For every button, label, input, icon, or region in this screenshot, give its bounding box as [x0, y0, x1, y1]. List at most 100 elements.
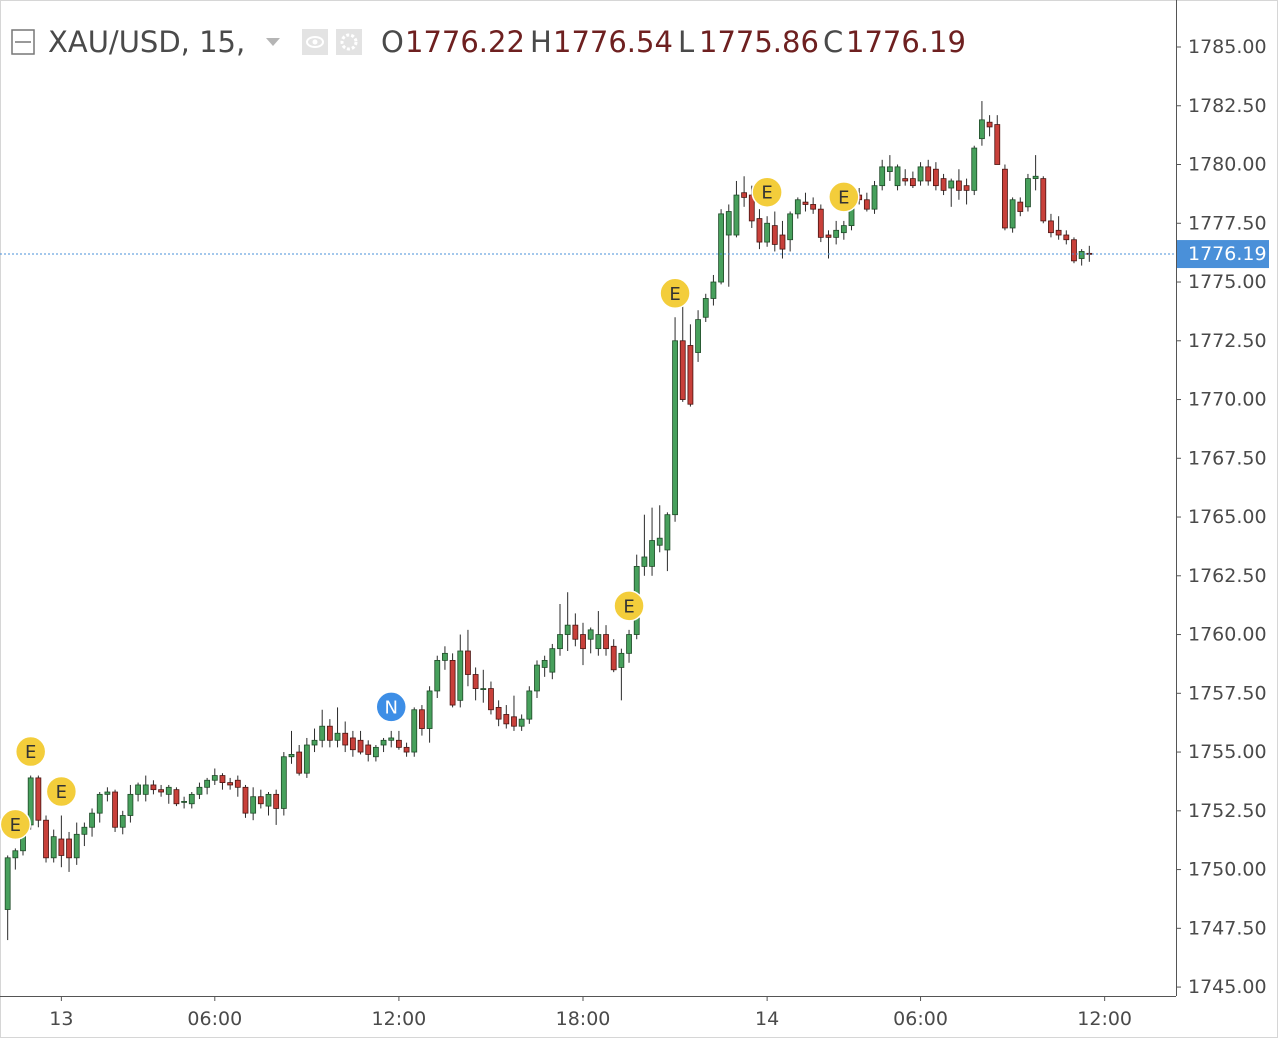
candle-body	[419, 709, 425, 729]
candle-body	[879, 166, 886, 187]
y-tick-label: 1747.50	[1188, 917, 1267, 939]
event-label: E	[56, 782, 67, 803]
candle-body	[457, 650, 464, 701]
candle-body	[434, 659, 441, 692]
candle-body	[894, 166, 901, 187]
candle-body	[1032, 175, 1039, 180]
candle-body	[4, 857, 11, 910]
candle-body	[948, 180, 955, 189]
candle-body	[1078, 251, 1085, 259]
candle-body	[280, 756, 287, 809]
dropdown-caret[interactable]	[266, 38, 280, 46]
y-tick-label: 1777.50	[1188, 212, 1267, 234]
candle-body	[480, 688, 487, 690]
ohlc-label: H	[530, 25, 552, 59]
candle-body	[979, 119, 985, 140]
candle-body	[112, 791, 118, 828]
candle-body	[932, 168, 939, 187]
candle-body	[1025, 178, 1031, 208]
candle-body	[449, 659, 456, 706]
candle-body	[43, 819, 49, 859]
candle-body	[656, 537, 663, 546]
x-tick-label: 18:00	[556, 1008, 611, 1030]
candle-body	[349, 737, 356, 751]
y-tick-label: 1757.50	[1188, 682, 1267, 704]
candle-body	[534, 664, 540, 692]
candle-body	[971, 147, 978, 191]
candle-body	[1009, 199, 1016, 229]
event-marker	[828, 181, 860, 213]
candle-body	[58, 838, 65, 856]
candle-body	[595, 634, 602, 650]
candle-body	[1040, 178, 1047, 222]
candle-body	[580, 634, 586, 650]
candle-body	[994, 124, 1001, 165]
candle-body	[503, 714, 510, 725]
candle-body	[303, 744, 310, 774]
ohlc-label: L	[678, 25, 694, 59]
event-marker	[659, 277, 691, 310]
candle-body	[472, 674, 479, 689]
candle-body	[1048, 220, 1054, 234]
candle-body	[840, 225, 847, 234]
legend-header: XAU/USD, 15, O 1776.22 H 1776.54 L 1775.86 C 17…	[11, 25, 966, 59]
candle-body	[771, 225, 778, 245]
x-tick-label: 12:00	[1077, 1008, 1132, 1030]
candle-body	[334, 732, 341, 741]
y-tick-label: 1770.00	[1188, 389, 1267, 411]
candle-body	[925, 166, 932, 182]
candle-body	[963, 185, 970, 191]
candle-body	[511, 716, 517, 727]
y-tick-label: 1745.00	[1188, 976, 1267, 998]
candle-body	[702, 298, 709, 318]
candle-body	[1071, 239, 1077, 262]
candle-body	[603, 634, 609, 650]
candle-body	[794, 199, 801, 215]
candle-body	[173, 789, 180, 805]
candle-body	[204, 779, 211, 788]
candle-body	[618, 652, 625, 668]
candle-body	[664, 514, 671, 551]
event-marker	[613, 590, 645, 622]
candle-body	[564, 624, 571, 635]
candle-body	[756, 218, 763, 243]
candle-body	[518, 718, 525, 727]
candle-body	[940, 178, 947, 191]
candle-body	[250, 796, 257, 814]
candle-body	[495, 706, 502, 720]
event-label: E	[25, 742, 36, 763]
y-tick-label: 1772.50	[1188, 330, 1267, 352]
candle-body	[12, 850, 19, 859]
candle-body	[403, 746, 410, 753]
event-label: E	[10, 815, 21, 836]
candle-body	[572, 624, 579, 640]
y-tick-label: 1760.00	[1188, 624, 1267, 646]
x-tick-label: 06:00	[187, 1008, 242, 1030]
gear-icon	[340, 33, 358, 51]
symbol-title: XAU/USD, 15,	[48, 25, 245, 59]
candle-body	[311, 739, 318, 746]
last-price-tag	[1177, 240, 1269, 269]
ohlc-value: 1776.54	[553, 25, 673, 59]
candle-body	[649, 540, 655, 567]
candle-body	[817, 208, 824, 238]
candle-body	[196, 786, 203, 795]
candle-body	[833, 229, 840, 238]
settings-button[interactable]	[336, 29, 362, 55]
ohlc-value: 1776.22	[405, 25, 525, 59]
candle-body	[142, 784, 149, 795]
candle-body	[380, 739, 387, 746]
candle-body	[810, 204, 817, 210]
candle-body	[326, 725, 333, 741]
y-tick-label: 1785.00	[1188, 36, 1267, 58]
candle-body	[956, 180, 962, 191]
y-tick-label: 1755.00	[1188, 741, 1267, 763]
candle-body	[50, 836, 57, 859]
candle-body	[66, 838, 72, 859]
candle-body	[710, 281, 717, 299]
candle-body	[388, 737, 395, 741]
candle-body	[787, 213, 794, 241]
candle-body	[319, 725, 326, 741]
candle-body	[165, 786, 172, 795]
